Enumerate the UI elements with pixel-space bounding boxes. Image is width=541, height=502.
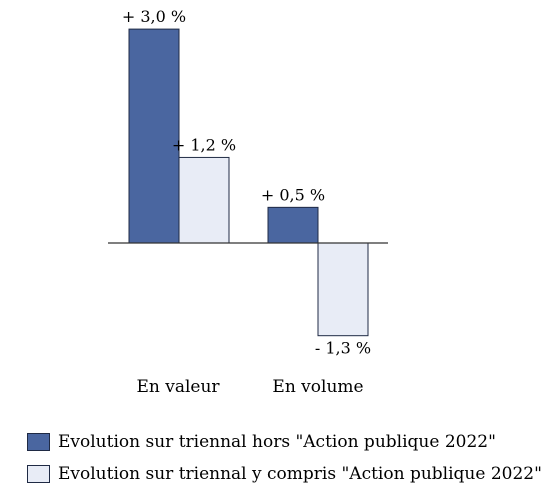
legend-swatch-series-2 [27, 465, 50, 483]
legend-item-series-1: Evolution sur triennal hors "Action publ… [27, 432, 541, 452]
bar-series-2-en-volume [317, 242, 369, 337]
value-label-series-2-en-valeur: + 1,2 % [172, 135, 236, 154]
legend-item-series-2: Evolution sur triennal y compris "Action… [27, 464, 541, 484]
value-label-series-2-en-volume: - 1,3 % [315, 339, 371, 358]
value-label-series-1-en-volume: + 0,5 % [261, 185, 325, 204]
legend: Evolution sur triennal hors "Action publ… [27, 432, 541, 496]
category-labels-group: En valeur En volume [136, 377, 363, 397]
bars-group [128, 28, 369, 337]
category-label-en-volume: En volume [272, 377, 363, 397]
legend-label-series-2: Evolution sur triennal y compris "Action… [58, 464, 541, 484]
bar-series-1-en-valeur [128, 28, 180, 244]
bar-series-1-en-volume [267, 206, 319, 244]
value-label-series-1-en-valeur: + 3,0 % [122, 7, 186, 26]
category-label-en-valeur: En valeur [136, 377, 220, 397]
bar-series-2-en-valeur [178, 156, 230, 244]
legend-swatch-series-1 [27, 433, 50, 451]
legend-label-series-1: Evolution sur triennal hors "Action publ… [58, 432, 496, 452]
value-labels-group: + 3,0 % + 0,5 % + 1,2 % - 1,3 % [122, 7, 371, 358]
